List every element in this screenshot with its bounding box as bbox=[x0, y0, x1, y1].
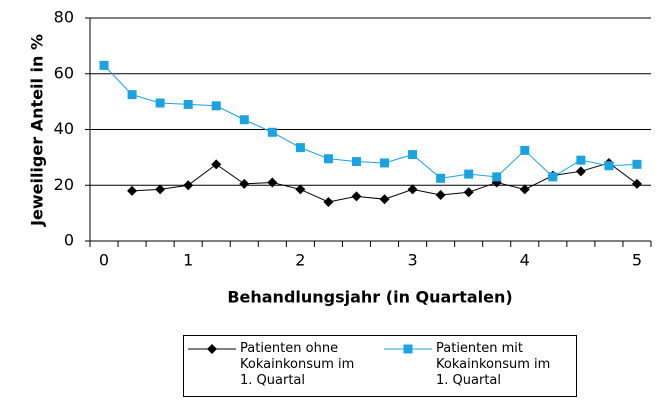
y-tick-label: 80 bbox=[54, 8, 74, 27]
point bbox=[127, 185, 138, 196]
point bbox=[631, 178, 642, 189]
y-tick-label: 20 bbox=[54, 175, 74, 194]
legend-symbol bbox=[188, 344, 236, 354]
legend-item: Patienten mit Kokainkonsum im 1. Quartal bbox=[380, 336, 576, 396]
legend-label: Patienten mit Kokainkonsum im 1. Quartal bbox=[436, 341, 551, 388]
point bbox=[604, 161, 614, 171]
point bbox=[323, 196, 334, 207]
point bbox=[267, 127, 277, 137]
point bbox=[407, 184, 418, 195]
x-tick-label: 1 bbox=[183, 251, 193, 270]
legend-label: Patienten ohne Kokainkonsum im 1. Quarta… bbox=[240, 341, 355, 388]
x-tick-label: 2 bbox=[295, 251, 305, 270]
legend-marker bbox=[207, 344, 217, 354]
point bbox=[436, 173, 446, 183]
point bbox=[408, 150, 418, 160]
point bbox=[155, 184, 166, 195]
legend-item: Patienten ohne Kokainkonsum im 1. Quarta… bbox=[184, 336, 380, 396]
x-tick-label: 4 bbox=[520, 251, 530, 270]
point bbox=[211, 101, 221, 111]
point bbox=[267, 177, 278, 188]
legend-symbol bbox=[384, 344, 432, 354]
point bbox=[519, 184, 530, 195]
y-tick-label: 0 bbox=[64, 231, 74, 250]
point bbox=[379, 194, 390, 205]
y-axis-title: Jeweiliger Anteil in % bbox=[28, 34, 47, 227]
point bbox=[492, 172, 502, 182]
point bbox=[127, 90, 137, 100]
point bbox=[632, 159, 642, 169]
point bbox=[351, 191, 362, 202]
x-tick-label: 5 bbox=[632, 251, 642, 270]
series-line bbox=[103, 65, 637, 179]
point bbox=[323, 154, 333, 164]
point bbox=[99, 60, 109, 70]
point bbox=[155, 98, 165, 108]
point bbox=[576, 155, 586, 165]
point bbox=[435, 190, 446, 201]
point bbox=[548, 172, 558, 182]
legend-marker bbox=[403, 344, 413, 354]
point bbox=[520, 145, 530, 155]
point bbox=[183, 180, 194, 191]
point bbox=[464, 169, 474, 179]
point bbox=[239, 115, 249, 125]
point bbox=[183, 99, 193, 109]
x-tick-label: 0 bbox=[99, 251, 109, 270]
x-tick-label: 3 bbox=[407, 251, 417, 270]
chart: Jeweiliger Anteil in % Behandlungsjahr (… bbox=[28, 8, 652, 307]
point bbox=[295, 143, 305, 153]
x-axis-title: Behandlungsjahr (in Quartalen) bbox=[227, 288, 512, 307]
point bbox=[211, 159, 222, 170]
point bbox=[239, 178, 250, 189]
point bbox=[295, 184, 306, 195]
y-tick-label: 60 bbox=[54, 63, 74, 82]
point bbox=[380, 158, 390, 168]
point bbox=[575, 166, 586, 177]
y-tick-label: 40 bbox=[54, 119, 74, 138]
legend: Patienten ohne Kokainkonsum im 1. Quarta… bbox=[183, 335, 577, 397]
point bbox=[351, 157, 361, 167]
point bbox=[463, 187, 474, 198]
